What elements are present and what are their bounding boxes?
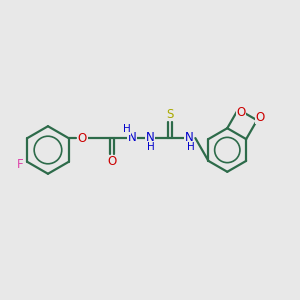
Text: F: F bbox=[17, 158, 24, 171]
Text: O: O bbox=[78, 132, 87, 145]
Text: H: H bbox=[123, 124, 131, 134]
Text: H: H bbox=[187, 142, 194, 152]
Text: S: S bbox=[166, 108, 173, 121]
Text: H: H bbox=[147, 142, 155, 152]
Text: O: O bbox=[107, 155, 117, 168]
Text: O: O bbox=[255, 111, 265, 124]
Text: N: N bbox=[185, 130, 194, 144]
Text: N: N bbox=[146, 130, 154, 144]
Text: N: N bbox=[128, 130, 136, 144]
Text: O: O bbox=[236, 106, 246, 119]
